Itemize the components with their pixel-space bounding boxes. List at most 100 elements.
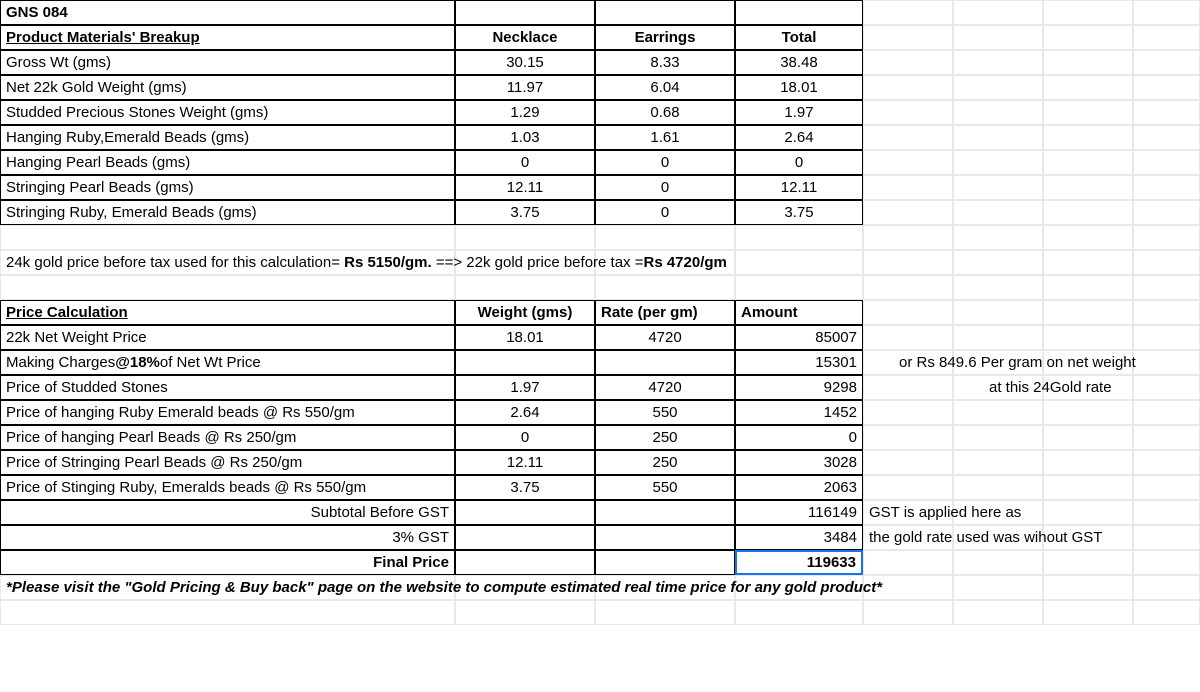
- materials-label[interactable]: Hanging Pearl Beads (gms): [0, 150, 455, 175]
- col-rate[interactable]: Rate (per gm): [595, 300, 735, 325]
- materials-necklace[interactable]: 11.97: [455, 75, 595, 100]
- materials-row: Hanging Pearl Beads (gms)000: [0, 150, 1200, 175]
- row-spacer: [0, 225, 1200, 250]
- pricing-label[interactable]: Price of hanging Pearl Beads @ Rs 250/gm: [0, 425, 455, 450]
- materials-necklace[interactable]: 1.03: [455, 125, 595, 150]
- pricing-amount[interactable]: 9298: [735, 375, 863, 400]
- pricing-amount[interactable]: 2063: [735, 475, 863, 500]
- materials-necklace[interactable]: 1.29: [455, 100, 595, 125]
- materials-total[interactable]: 2.64: [735, 125, 863, 150]
- cell[interactable]: [735, 0, 863, 25]
- materials-earrings[interactable]: 8.33: [595, 50, 735, 75]
- materials-earrings[interactable]: 1.61: [595, 125, 735, 150]
- cell-sku[interactable]: GNS 084: [0, 0, 455, 25]
- pricing-weight[interactable]: 3.75: [455, 475, 595, 500]
- cell[interactable]: [1133, 0, 1200, 25]
- pricing-weight[interactable]: 12.11: [455, 450, 595, 475]
- pricing-rate[interactable]: 250: [595, 450, 735, 475]
- pricing-row: Price of hanging Pearl Beads @ Rs 250/gm…: [0, 425, 1200, 450]
- materials-total[interactable]: 0: [735, 150, 863, 175]
- pricing-label[interactable]: Making Charges @18% of Net Wt Price: [0, 350, 455, 375]
- row-final: Final Price 119633: [0, 550, 1200, 575]
- pricing-amount[interactable]: 15301: [735, 350, 863, 375]
- cell[interactable]: [595, 0, 735, 25]
- row-pricing-header: Price Calculation Weight (gms) Rate (per…: [0, 300, 1200, 325]
- materials-earrings[interactable]: 0.68: [595, 100, 735, 125]
- pricing-amount[interactable]: 1452: [735, 400, 863, 425]
- pricing-amount[interactable]: 0: [735, 425, 863, 450]
- col-necklace[interactable]: Necklace: [455, 25, 595, 50]
- materials-necklace[interactable]: 0: [455, 150, 595, 175]
- materials-total[interactable]: 1.97: [735, 100, 863, 125]
- row-materials-header: Product Materials' Breakup Necklace Earr…: [0, 25, 1200, 50]
- pricing-rate[interactable]: [595, 350, 735, 375]
- pricing-label[interactable]: Price of Studded Stones: [0, 375, 455, 400]
- materials-label[interactable]: Stringing Pearl Beads (gms): [0, 175, 455, 200]
- pricing-weight[interactable]: 1.97: [455, 375, 595, 400]
- subtotal-label[interactable]: Subtotal Before GST: [0, 500, 455, 525]
- materials-earrings[interactable]: 0: [595, 150, 735, 175]
- pricing-row: Price of Studded Stones1.9747209298at th…: [0, 375, 1200, 400]
- materials-earrings[interactable]: 6.04: [595, 75, 735, 100]
- footnote[interactable]: *Please visit the "Gold Pricing & Buy ba…: [0, 575, 455, 600]
- materials-label[interactable]: Stringing Ruby, Emerald Beads (gms): [0, 200, 455, 225]
- cell[interactable]: [863, 0, 953, 25]
- pricing-weight[interactable]: 0: [455, 425, 595, 450]
- pricing-header[interactable]: Price Calculation: [0, 300, 455, 325]
- pricing-rate[interactable]: 550: [595, 475, 735, 500]
- cell[interactable]: [455, 0, 595, 25]
- col-weight[interactable]: Weight (gms): [455, 300, 595, 325]
- materials-total[interactable]: 3.75: [735, 200, 863, 225]
- gst-note[interactable]: the gold rate used was wihout GST: [863, 525, 953, 550]
- pricing-note[interactable]: or Rs 849.6 Per gram on net weight: [863, 350, 953, 375]
- cell[interactable]: [953, 0, 1043, 25]
- pricing-note[interactable]: at this 24Gold rate: [863, 375, 953, 400]
- col-earrings[interactable]: Earrings: [595, 25, 735, 50]
- materials-label[interactable]: Hanging Ruby,Emerald Beads (gms): [0, 125, 455, 150]
- row-sku: GNS 084: [0, 0, 1200, 25]
- materials-row: Studded Precious Stones Weight (gms)1.29…: [0, 100, 1200, 125]
- row-footnote: *Please visit the "Gold Pricing & Buy ba…: [0, 575, 1200, 600]
- subtotal-amount[interactable]: 116149: [735, 500, 863, 525]
- pricing-weight[interactable]: 18.01: [455, 325, 595, 350]
- materials-label[interactable]: Gross Wt (gms): [0, 50, 455, 75]
- materials-earrings[interactable]: 0: [595, 200, 735, 225]
- pricing-label[interactable]: Price of hanging Ruby Emerald beads @ Rs…: [0, 400, 455, 425]
- materials-earrings[interactable]: 0: [595, 175, 735, 200]
- pricing-label[interactable]: 22k Net Weight Price: [0, 325, 455, 350]
- final-amount[interactable]: 119633: [735, 550, 863, 575]
- pricing-rate[interactable]: 4720: [595, 325, 735, 350]
- row-spacer: [0, 600, 1200, 625]
- pricing-rate[interactable]: 550: [595, 400, 735, 425]
- materials-label[interactable]: Studded Precious Stones Weight (gms): [0, 100, 455, 125]
- pricing-weight[interactable]: 2.64: [455, 400, 595, 425]
- materials-row: Net 22k Gold Weight (gms)11.976.0418.01: [0, 75, 1200, 100]
- subtotal-note[interactable]: GST is applied here as: [863, 500, 953, 525]
- pricing-rate[interactable]: 250: [595, 425, 735, 450]
- materials-total[interactable]: 12.11: [735, 175, 863, 200]
- pricing-label[interactable]: Price of Stringing Pearl Beads @ Rs 250/…: [0, 450, 455, 475]
- gst-amount[interactable]: 3484: [735, 525, 863, 550]
- pricing-weight[interactable]: [455, 350, 595, 375]
- pricing-rate[interactable]: 4720: [595, 375, 735, 400]
- materials-label[interactable]: Net 22k Gold Weight (gms): [0, 75, 455, 100]
- gst-label[interactable]: 3% GST: [0, 525, 455, 550]
- materials-necklace[interactable]: 12.11: [455, 175, 595, 200]
- pricing-label[interactable]: Price of Stinging Ruby, Emeralds beads @…: [0, 475, 455, 500]
- row-gst: 3% GST 3484 the gold rate used was wihou…: [0, 525, 1200, 550]
- cell[interactable]: [1043, 0, 1133, 25]
- gold-note[interactable]: 24k gold price before tax used for this …: [0, 250, 455, 275]
- materials-header[interactable]: Product Materials' Breakup: [0, 25, 455, 50]
- materials-row: Hanging Ruby,Emerald Beads (gms)1.031.61…: [0, 125, 1200, 150]
- pricing-amount[interactable]: 85007: [735, 325, 863, 350]
- col-amount[interactable]: Amount: [735, 300, 863, 325]
- gold-note-prefix: 24k gold price before tax used for this …: [6, 254, 344, 271]
- pricing-amount[interactable]: 3028: [735, 450, 863, 475]
- gold-note-mid: ==> 22k gold price before tax =: [432, 254, 644, 271]
- final-label[interactable]: Final Price: [0, 550, 455, 575]
- materials-necklace[interactable]: 3.75: [455, 200, 595, 225]
- col-total[interactable]: Total: [735, 25, 863, 50]
- materials-total[interactable]: 38.48: [735, 50, 863, 75]
- materials-necklace[interactable]: 30.15: [455, 50, 595, 75]
- materials-total[interactable]: 18.01: [735, 75, 863, 100]
